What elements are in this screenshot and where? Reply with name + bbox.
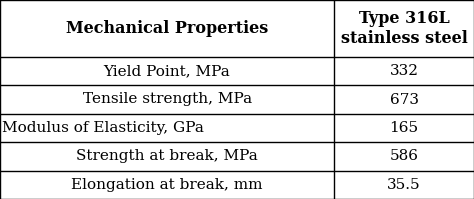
Text: 35.5: 35.5 xyxy=(387,178,421,192)
Text: 673: 673 xyxy=(390,93,419,106)
Text: 332: 332 xyxy=(390,64,419,78)
Text: Strength at break, MPa: Strength at break, MPa xyxy=(76,149,258,163)
Text: 165: 165 xyxy=(390,121,419,135)
Text: Type 316L
stainless steel: Type 316L stainless steel xyxy=(341,10,467,47)
Text: Mechanical Properties: Mechanical Properties xyxy=(66,20,268,37)
Text: Elongation at break, mm: Elongation at break, mm xyxy=(71,178,263,192)
Text: Tensile strength, MPa: Tensile strength, MPa xyxy=(82,93,252,106)
Text: Yield Point, MPa: Yield Point, MPa xyxy=(104,64,230,78)
Text: 586: 586 xyxy=(390,149,419,163)
Text: Modulus of Elasticity, GPa: Modulus of Elasticity, GPa xyxy=(2,121,204,135)
